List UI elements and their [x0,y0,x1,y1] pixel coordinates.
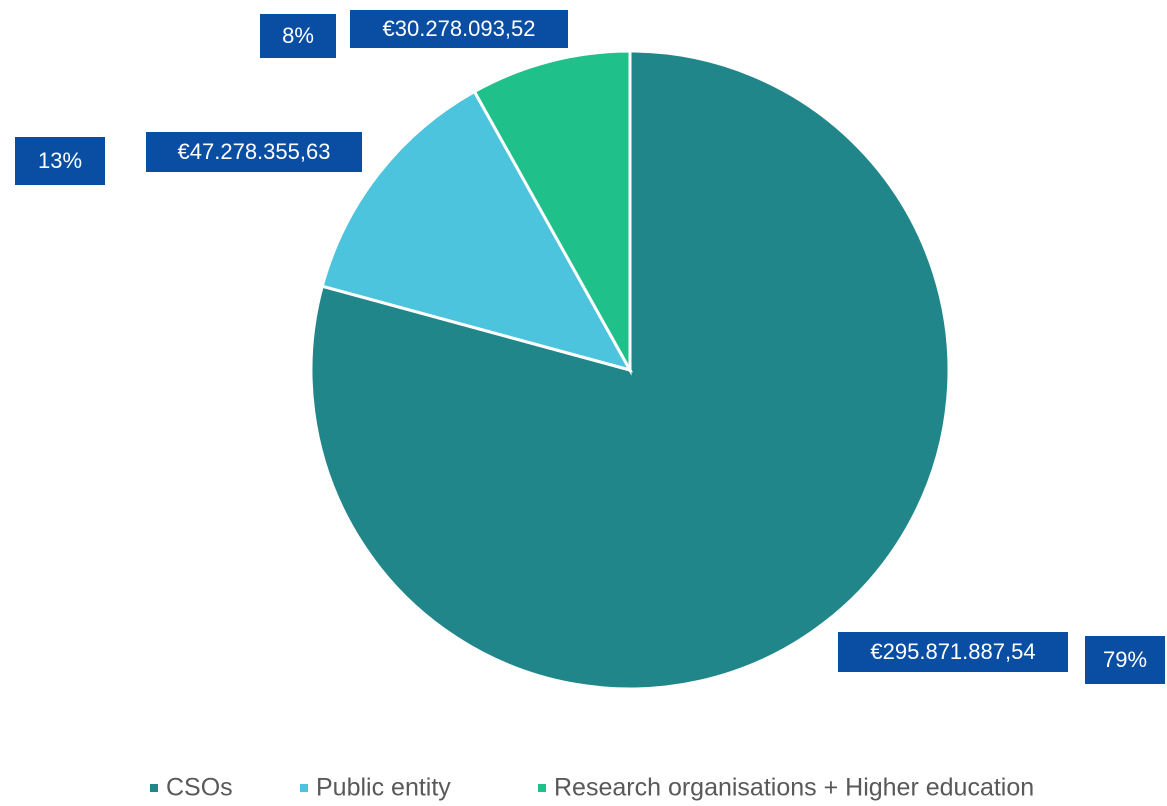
legend-label: Public entity [316,774,451,802]
legend-swatch [150,784,158,792]
value-label-box [146,132,362,172]
percent-label-box [1085,636,1165,684]
legend-label: CSOs [166,774,233,802]
value-label-box [838,632,1068,672]
percent-label-box [15,137,105,185]
value-label: €47.278.355,63 [178,139,331,164]
value-label: €30.278.093,52 [383,16,536,41]
percent-label: 8% [282,23,314,48]
value-label-box [350,10,568,48]
legend-swatch [300,784,308,792]
percent-label: 79% [1103,647,1147,672]
percent-label: 13% [38,148,82,173]
pie-slice [472,49,632,376]
percent-label-box [260,14,336,58]
pie-slice [320,89,634,373]
value-label: €295.871.887,54 [870,639,1035,664]
legend-swatch [538,784,546,792]
legend-label: Research organisations + Higher educatio… [554,774,1034,802]
